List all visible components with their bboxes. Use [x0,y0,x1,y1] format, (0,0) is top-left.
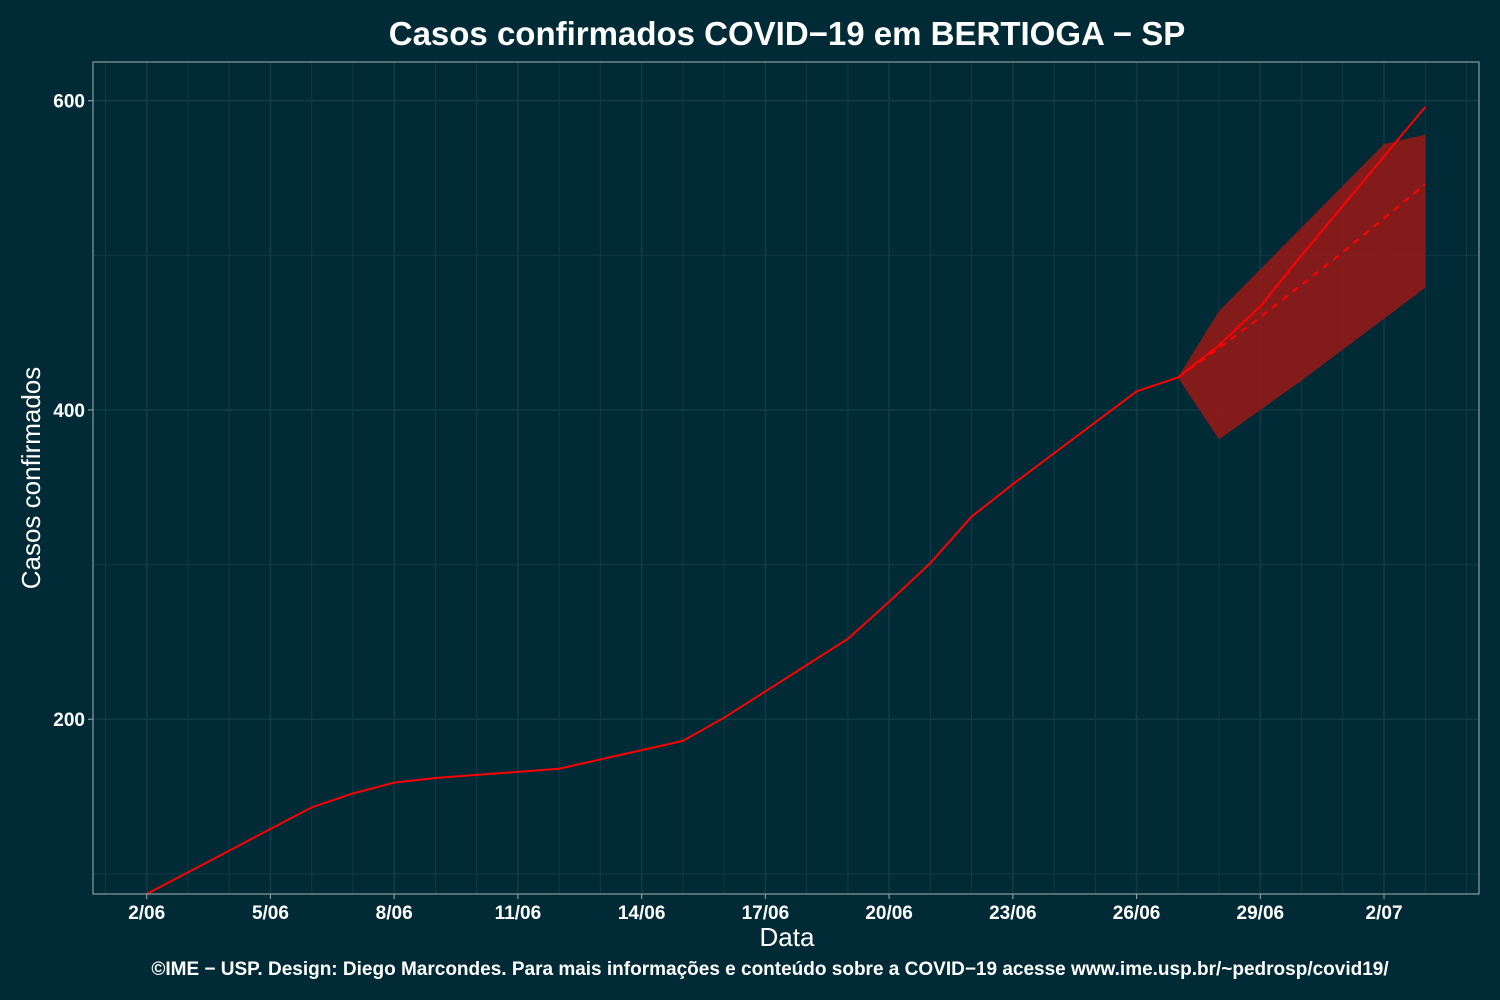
y-tick-label: 400 [53,401,85,422]
x-tick-label: 26/06 [1113,903,1161,924]
x-tick-label: 2/07 [1366,903,1403,924]
x-tick-label: 23/06 [989,903,1037,924]
x-tick-label: 20/06 [865,903,913,924]
series-lines [146,106,1427,895]
x-tick-label: 14/06 [618,903,666,924]
predicted-cases-line [1177,183,1426,379]
plot-frame [92,61,1480,895]
chart-caption: ©IME − USP. Design: Diego Marcondes. Par… [151,959,1389,980]
confidence-band [1177,134,1426,440]
x-tick-label: 8/06 [376,903,413,924]
x-tick-label: 11/06 [495,903,542,924]
x-tick-label: 2/06 [128,903,165,924]
y-tick-label: 600 [53,92,85,113]
x-tick-label: 5/06 [252,903,289,924]
y-axis-ticks: 200 400 600 [53,92,93,731]
prediction-interval-band [1177,134,1426,440]
confirmed-cases-line [146,106,1427,895]
y-tick-label: 200 [53,710,85,731]
x-tick-label: 17/06 [742,903,790,924]
y-axis-label: Casos confirmados [16,367,46,590]
chart-title: Casos confirmados COVID−19 em BERTIOGA −… [389,15,1186,52]
x-axis-ticks: 2/06 5/06 8/06 11/06 14/06 17/06 20/06 23/06 26/… [128,894,1403,924]
x-axis-label: Data [760,922,815,952]
x-tick-label: 29/06 [1237,903,1285,924]
